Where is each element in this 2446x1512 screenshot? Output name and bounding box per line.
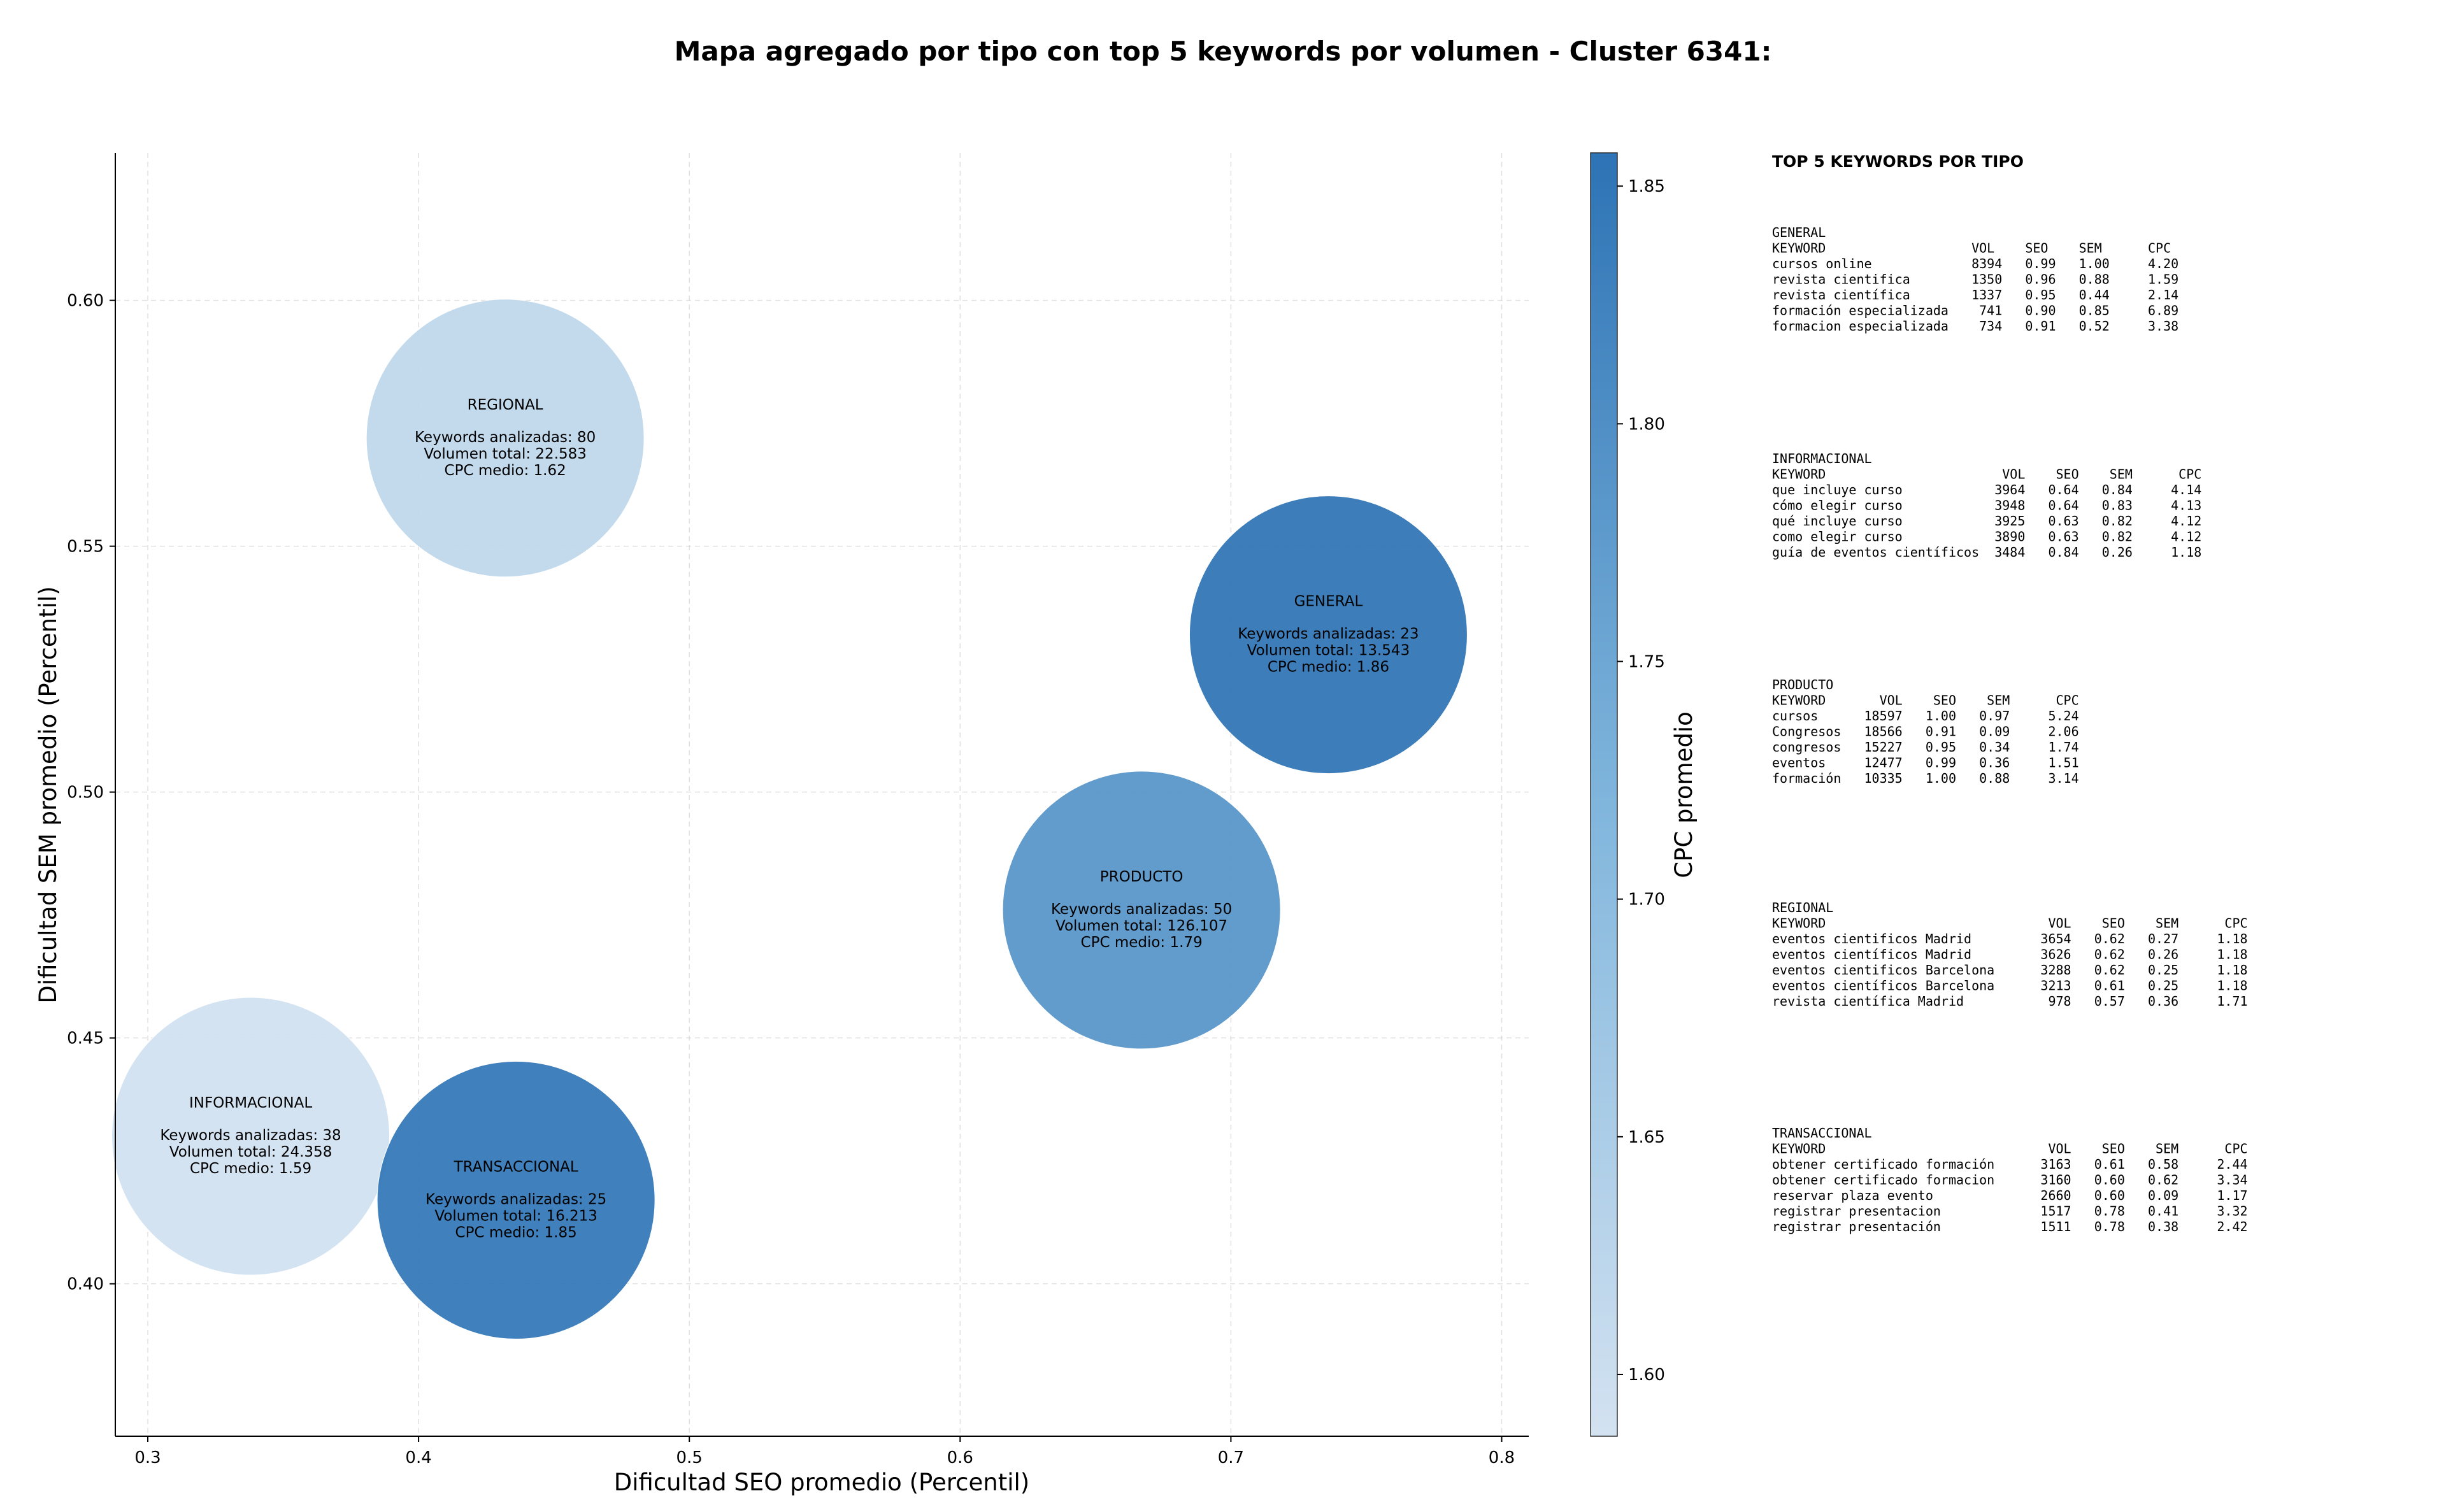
bubble-volume-label: Volumen total: 13.543 bbox=[1247, 643, 1410, 659]
bubble-circle bbox=[111, 997, 390, 1276]
y-axis-label: Dificultad SEM promedio (Percentil) bbox=[34, 586, 62, 1003]
keyword-table-row: formación 10335 1.00 0.88 3.14 bbox=[1772, 771, 2079, 786]
y-tick-label: 0.55 bbox=[67, 538, 104, 557]
bubble-cpc-label: CPC medio: 1.59 bbox=[190, 1160, 311, 1177]
bubble-keywords-label: Keywords analizadas: 50 bbox=[1051, 901, 1232, 918]
bubble-name: GENERAL bbox=[1294, 594, 1363, 610]
keyword-table-row: que incluye curso 3964 0.64 0.84 4.14 bbox=[1772, 482, 2201, 497]
bubble-volume-label: Volumen total: 126.107 bbox=[1055, 918, 1227, 934]
keyword-table-row: revista cientifica 1350 0.96 0.88 1.59 bbox=[1772, 272, 2178, 287]
y-tick-label: 0.50 bbox=[67, 783, 104, 802]
bubble-circle bbox=[1189, 496, 1468, 774]
keyword-group-name: GENERAL bbox=[1772, 225, 1826, 240]
keyword-group-name: REGIONAL bbox=[1772, 900, 1833, 915]
keyword-table-row: revista científica Madrid 978 0.57 0.36 … bbox=[1772, 994, 2248, 1009]
bubble-informacional: INFORMACIONAL Keywords analizadas: 38Volu… bbox=[111, 997, 390, 1276]
y-tick-label: 0.45 bbox=[67, 1029, 104, 1048]
keyword-table-row: eventos cientificos Barcelona 3288 0.62 … bbox=[1772, 962, 2248, 978]
y-tick-label: 0.40 bbox=[67, 1275, 104, 1294]
bubble-volume-label: Volumen total: 22.583 bbox=[424, 446, 587, 462]
keyword-table-row: qué incluye curso 3925 0.63 0.82 4.12 bbox=[1772, 513, 2201, 529]
bubble-circle bbox=[366, 299, 645, 578]
keyword-table-row: cursos online 8394 0.99 1.00 4.20 bbox=[1772, 256, 2178, 271]
keyword-table-row: como elegir curso 3890 0.63 0.82 4.12 bbox=[1772, 529, 2201, 545]
y-tick-label: 0.60 bbox=[67, 292, 104, 311]
colorbar-label: CPC promedio bbox=[1670, 711, 1698, 878]
keyword-table-row: cursos 18597 1.00 0.97 5.24 bbox=[1772, 708, 2079, 724]
keyword-table-row: obtener certificado formacion 3160 0.60 … bbox=[1772, 1173, 2248, 1188]
keyword-table-row: registrar presentación 1511 0.78 0.38 2.… bbox=[1772, 1219, 2248, 1234]
bubble-cpc-label: CPC medio: 1.86 bbox=[1268, 659, 1389, 676]
keyword-table-header: KEYWORD VOL SEO SEM CPC bbox=[1772, 1141, 2248, 1157]
keyword-table-row: eventos 12477 0.99 0.36 1.51 bbox=[1772, 755, 2079, 771]
colorbar-tick-label: 1.80 bbox=[1628, 415, 1665, 434]
keyword-table-row: cómo elegir curso 3948 0.64 0.83 4.13 bbox=[1772, 498, 2201, 513]
colorbar bbox=[1590, 152, 1618, 1437]
colorbar-tick-label: 1.75 bbox=[1628, 653, 1665, 672]
chart-title: Mapa agregado por tipo con top 5 keyword… bbox=[675, 36, 1772, 67]
keyword-table-row: eventos cientificos Madrid 3654 0.62 0.2… bbox=[1772, 931, 2248, 946]
y-ticks: 0.40 0.45 0.50 0.55 0.60 bbox=[67, 292, 115, 1294]
bubble-cpc-label: CPC medio: 1.62 bbox=[445, 462, 566, 479]
keyword-table-row: guía de eventos científicos 3484 0.84 0.… bbox=[1772, 545, 2201, 560]
x-tick-label: 0.7 bbox=[1218, 1448, 1244, 1467]
colorbar-ticks: 1.60 1.65 1.70 1.75 1.80 1.85 bbox=[1617, 177, 1665, 1385]
x-ticks: 0.3 0.4 0.5 0.6 0.7 0.8 bbox=[134, 1436, 1515, 1467]
colorbar-tick-label: 1.60 bbox=[1628, 1366, 1665, 1385]
colorbar-tick-label: 1.65 bbox=[1628, 1128, 1665, 1147]
bubble-keywords-label: Keywords analizadas: 23 bbox=[1238, 626, 1419, 643]
bubble-transaccional: TRANSACCIONAL Keywords analizadas: 25Volu… bbox=[376, 1060, 655, 1339]
keyword-table-row: Congresos 18566 0.91 0.09 2.06 bbox=[1772, 724, 2079, 739]
bubble-keywords-label: Keywords analizadas: 25 bbox=[426, 1191, 606, 1208]
x-tick-label: 0.5 bbox=[676, 1448, 703, 1467]
x-tick-label: 0.6 bbox=[947, 1448, 973, 1467]
keyword-table-row: eventos científicos Barcelona 3213 0.61 … bbox=[1772, 978, 2248, 994]
x-tick-label: 0.4 bbox=[405, 1448, 431, 1467]
bubble-volume-label: Volumen total: 24.358 bbox=[169, 1144, 333, 1160]
keyword-group-name: TRANSACCIONAL bbox=[1772, 1125, 1872, 1141]
keyword-table-row: formacion especializada 734 0.91 0.52 3.… bbox=[1772, 318, 2178, 334]
bubble-cpc-label: CPC medio: 1.79 bbox=[1081, 934, 1203, 951]
bubble-name: PRODUCTO bbox=[1100, 869, 1184, 885]
keyword-table-row: reservar plaza evento 2660 0.60 0.09 1.1… bbox=[1772, 1188, 2248, 1203]
bubble-volume-label: Volumen total: 16.213 bbox=[434, 1208, 597, 1224]
bubble-keywords-label: Keywords analizadas: 38 bbox=[160, 1127, 341, 1144]
bubble-keywords-label: Keywords analizadas: 80 bbox=[415, 429, 596, 446]
keyword-table-row: eventos científicos Madrid 3626 0.62 0.2… bbox=[1772, 947, 2248, 962]
keyword-table-row: revista científica 1337 0.95 0.44 2.14 bbox=[1772, 287, 2178, 303]
keyword-table-header: KEYWORD VOL SEO SEM CPC bbox=[1772, 693, 2079, 708]
bubble-name: INFORMACIONAL bbox=[189, 1095, 312, 1111]
keyword-table-row: registrar presentacion 1517 0.78 0.41 3.… bbox=[1772, 1204, 2248, 1219]
keyword-table-row: formación especializada 741 0.90 0.85 6.… bbox=[1772, 303, 2178, 318]
x-tick-label: 0.3 bbox=[134, 1448, 161, 1467]
bubble-name: REGIONAL bbox=[468, 397, 543, 413]
bubble-cpc-label: CPC medio: 1.85 bbox=[455, 1224, 577, 1241]
colorbar-tick-label: 1.70 bbox=[1628, 890, 1665, 909]
x-tick-label: 0.8 bbox=[1489, 1448, 1515, 1467]
colorbar-tick-label: 1.85 bbox=[1628, 177, 1665, 196]
keyword-table-header: KEYWORD VOL SEO SEM CPC bbox=[1772, 241, 2171, 256]
bubble-circle bbox=[1002, 771, 1281, 1050]
keyword-table-header: KEYWORD VOL SEO SEM CPC bbox=[1772, 467, 2201, 482]
keyword-group-name: PRODUCTO bbox=[1772, 677, 1833, 692]
keyword-group-name: INFORMACIONAL bbox=[1772, 451, 1872, 466]
bubble-name: TRANSACCIONAL bbox=[454, 1159, 578, 1175]
x-axis-label: Dificultad SEO promedio (Percentil) bbox=[614, 1469, 1029, 1496]
keyword-table-header: KEYWORD VOL SEO SEM CPC bbox=[1772, 916, 2248, 931]
keyword-panel-title: TOP 5 KEYWORDS POR TIPO bbox=[1772, 152, 2024, 171]
keyword-table-row: congresos 15227 0.95 0.34 1.74 bbox=[1772, 739, 2079, 755]
keyword-table-row: obtener certificado formación 3163 0.61 … bbox=[1772, 1157, 2248, 1172]
bubble-circle bbox=[376, 1060, 655, 1339]
